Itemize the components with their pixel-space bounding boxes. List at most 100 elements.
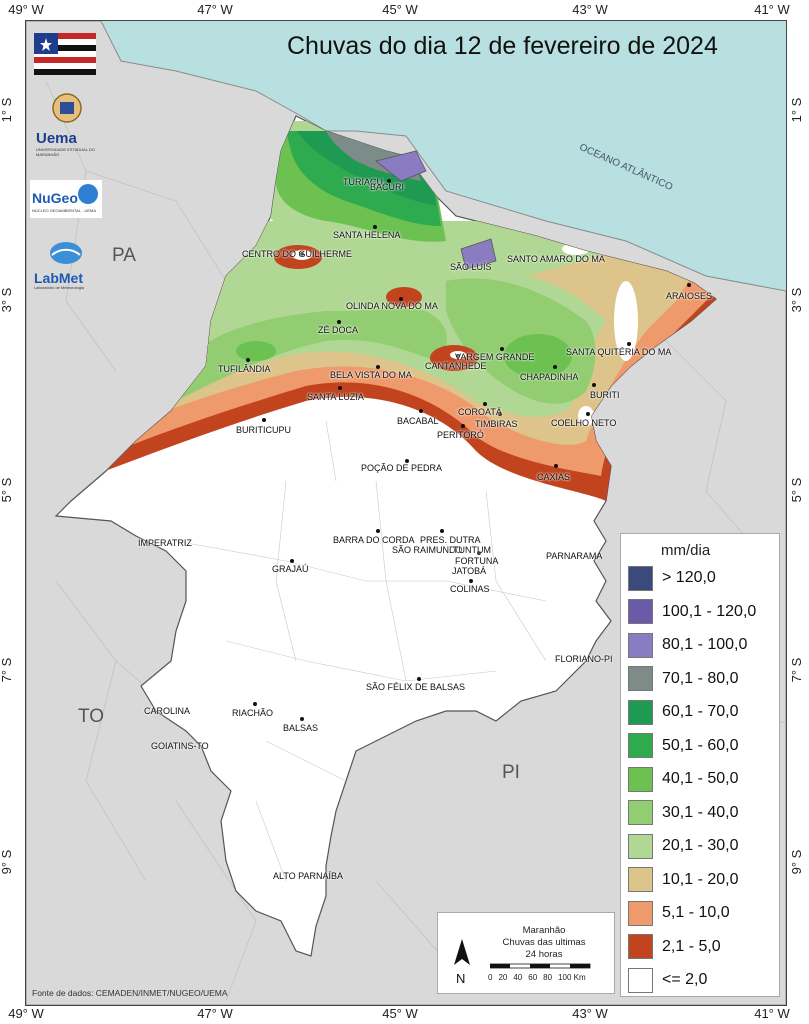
- uema-logo-text: Uema: [36, 130, 77, 147]
- city-label: BURITI: [590, 390, 620, 400]
- city-label: TURIAÇU: [343, 177, 383, 187]
- city-label: TUNTUM: [453, 545, 491, 555]
- legend-swatch: [628, 666, 653, 691]
- legend-swatch: [628, 800, 653, 825]
- legend-item: 50,1 - 60,0: [628, 733, 739, 759]
- scale-tick: 0: [488, 973, 493, 982]
- map-title: Chuvas do dia 12 de fevereiro de 2024: [287, 32, 718, 60]
- legend-swatch: [628, 833, 653, 859]
- lon-tick-bottom: 41° W: [754, 1006, 790, 1021]
- city-label: GRAJAÚ: [272, 564, 309, 574]
- lon-tick-top: 45° W: [382, 2, 418, 17]
- city-label: BARRA DO CORDA: [333, 535, 415, 545]
- legend-item: 30,1 - 40,0: [628, 800, 739, 826]
- city-label: ARAIOSES: [666, 291, 713, 301]
- lon-tick-top: 41° W: [754, 2, 790, 17]
- purple-coast-area: [375, 150, 427, 182]
- legend-label: 30,1 - 40,0: [662, 803, 739, 821]
- city-label: ZÉ DOCA: [318, 325, 359, 335]
- city-label: CENTRO DO GUILHERME: [242, 249, 353, 259]
- lon-tick-bottom: 43° W: [572, 1006, 608, 1021]
- legend-item: 5,1 - 10,0: [628, 900, 730, 926]
- scale-ticks: 0 20 40 60 80 100 Km: [488, 973, 586, 982]
- legend-swatch: [628, 565, 653, 591]
- city-label: PRES. DUTRA: [420, 535, 481, 545]
- city-label: VARGEM GRANDE: [455, 352, 535, 362]
- maranhao-flag-logo: [34, 33, 96, 75]
- city-label: PARNARAMA: [546, 551, 603, 561]
- nugeo-logo-text: NuGeo: [32, 190, 78, 206]
- city-label: BALSAS: [283, 723, 319, 733]
- lat-tick-right: 1° S: [788, 97, 804, 123]
- legend-item: 20,1 - 30,0: [628, 833, 739, 859]
- city-label: BURITICUPU: [236, 425, 292, 435]
- lat-tick-left: 7° S: [0, 657, 14, 683]
- city-label: JATOBÁ: [452, 566, 487, 576]
- labmet-logo-text: LabMet: [34, 270, 83, 286]
- scale-tick: 20: [498, 973, 508, 982]
- legend-label: 60,1 - 70,0: [662, 703, 739, 720]
- legend-label: 100,1 - 120,0: [662, 602, 757, 620]
- city-label: BELA VISTA DO MA: [330, 370, 412, 380]
- lat-tick-left: 3° S: [0, 287, 14, 313]
- legend-swatch: [628, 967, 653, 993]
- lon-tick-top: 43° W: [572, 2, 608, 17]
- lat-tick-right: 3° S: [788, 287, 804, 313]
- scale-box-line1: Maranhão: [522, 925, 566, 936]
- map-frame: [25, 20, 787, 1006]
- city-label: COELHO NETO: [551, 418, 617, 428]
- city-label: IMPERATRIZ: [138, 538, 192, 548]
- legend-swatch: [628, 599, 653, 624]
- lon-tick-top: 47° W: [197, 2, 233, 17]
- city-label: SANTA QUITÉRIA DO MA: [566, 347, 672, 357]
- data-source: Fonte de dados: CEMADEN/INMET/NUGEO/UEMA: [32, 988, 228, 998]
- uema-logo-subtext: UNIVERSIDADE ESTADUAL DO MARANHÃO: [36, 147, 95, 157]
- legend-title: mm/dia: [661, 542, 711, 559]
- city-label: SANTA LUZIA: [307, 392, 364, 402]
- north-arrow-icon: [454, 939, 470, 965]
- legend-swatch: [628, 733, 653, 758]
- scale-box-line2: Chuvas das ultimas: [502, 937, 586, 948]
- scale-tick: 100 Km: [558, 973, 586, 982]
- scale-bar: [490, 963, 591, 969]
- legend-item: 70,1 - 80,0: [628, 666, 739, 692]
- lon-tick-bottom: 47° W: [197, 1006, 233, 1021]
- city-label: PERITORÓ: [437, 430, 484, 440]
- scale-box: Maranhão Chuvas das ultimas 24 horas N 0…: [437, 912, 615, 994]
- city-label: SANTA HELENA: [333, 230, 401, 240]
- legend-label: 80,1 - 100,0: [662, 636, 748, 653]
- labmet-logo-subtext: Laboratório de Meteorologia: [34, 285, 85, 290]
- city-label: COLINAS: [450, 584, 490, 594]
- legend-item: 80,1 - 100,0: [628, 632, 747, 658]
- legend-swatch: [628, 934, 653, 959]
- legend-item: > 120,0: [628, 565, 716, 591]
- legend-item: 40,1 - 50,0: [628, 766, 739, 792]
- legend-label: 5,1 - 10,0: [662, 904, 730, 921]
- city-label: SÃO RAIMUNDO: [392, 545, 463, 555]
- city-label: CAROLINA: [144, 706, 191, 716]
- labmet-logo: LabMet Laboratório de Meteorologia: [34, 240, 98, 290]
- city-label: RIACHÃO: [232, 708, 274, 718]
- legend-label: <= 2,0: [662, 971, 708, 988]
- scale-tick: 40: [513, 973, 523, 982]
- legend-label: 20,1 - 30,0: [662, 837, 739, 854]
- nugeo-logo: NuGeo NÚCLEO GEOAMBIENTAL - UEMA: [30, 180, 102, 218]
- city-label: SÃO FÉLIX DE BALSAS: [366, 682, 466, 692]
- city-label: OLINDA NOVA DO MA: [346, 301, 438, 311]
- city-label: BACABAL: [397, 416, 439, 426]
- legend-label: 2,1 - 5,0: [662, 937, 721, 955]
- city-label: CHAPADINHA: [520, 372, 579, 382]
- region-label-pa: PA: [112, 245, 136, 266]
- legend: mm/dia > 120,0 100,1 - 120,0 80,1 - 100,0 7…: [620, 533, 780, 997]
- uema-logo: Uema UNIVERSIDADE ESTADUAL DO MARANHÃO: [36, 92, 98, 160]
- lon-tick-bottom: 49° W: [8, 1006, 44, 1021]
- legend-label: 70,1 - 80,0: [662, 669, 739, 687]
- purple-island-area: [460, 238, 497, 270]
- scale-box-line3: 24 horas: [525, 949, 563, 960]
- lat-tick-left: 9° S: [0, 849, 14, 875]
- legend-swatch: [628, 766, 653, 792]
- legend-swatch: [628, 867, 653, 892]
- legend-label: 50,1 - 60,0: [662, 736, 739, 754]
- legend-item: 2,1 - 5,0: [628, 934, 721, 960]
